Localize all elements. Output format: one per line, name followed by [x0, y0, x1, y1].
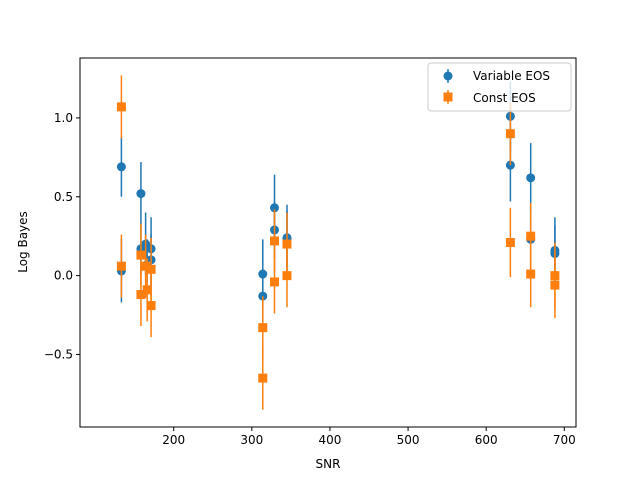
data-point [550, 271, 560, 281]
x-tick-label: 200 [162, 433, 185, 447]
data-point [116, 261, 126, 271]
x-tick-label: 300 [240, 433, 263, 447]
data-point [282, 239, 292, 249]
legend-label-const-eos: Const EOS [473, 91, 536, 105]
data-point [146, 301, 156, 311]
x-tick-label: 700 [553, 433, 576, 447]
data-point [258, 269, 268, 279]
data-marks [116, 75, 560, 410]
data-point [269, 277, 279, 287]
data-point [136, 250, 146, 260]
x-tick-label: 500 [397, 433, 420, 447]
data-point [142, 285, 152, 295]
x-tick-label: 400 [318, 433, 341, 447]
y-tick-label: 0.5 [54, 190, 73, 204]
legend-marker-const-eos [443, 92, 453, 102]
legend-label-variable-eos: Variable EOS [473, 69, 550, 83]
data-point [136, 290, 146, 300]
axes: 200 300 400 500 600 700 −0.5 0.0 0.5 1.0 [44, 111, 576, 447]
x-tick-label: 600 [475, 433, 498, 447]
y-tick-label: 0.0 [54, 269, 73, 283]
data-point [526, 173, 536, 183]
data-point [526, 231, 536, 241]
data-point [269, 203, 279, 213]
y-tick-label: −0.5 [44, 347, 73, 361]
data-point [526, 269, 536, 279]
plot-frame [79, 57, 577, 428]
data-point [269, 236, 279, 246]
series-const-eos [116, 75, 560, 410]
data-point [505, 129, 515, 139]
data-point [258, 323, 268, 333]
data-point [258, 373, 268, 383]
plot-area [80, 58, 576, 427]
data-point [116, 102, 126, 112]
legend-marker-variable-eos [443, 71, 453, 81]
data-point [550, 280, 560, 290]
x-axis-label: SNR [316, 457, 341, 471]
y-axis-label: Log Bayes [16, 211, 30, 273]
legend-box [427, 62, 572, 112]
data-point [116, 162, 126, 172]
data-point [146, 264, 156, 274]
data-point [505, 238, 515, 247]
legend: Variable EOS Const EOS [427, 62, 572, 112]
data-point [141, 261, 151, 271]
data-point [282, 271, 292, 281]
data-point [136, 189, 146, 199]
y-tick-label: 1.0 [54, 111, 73, 125]
